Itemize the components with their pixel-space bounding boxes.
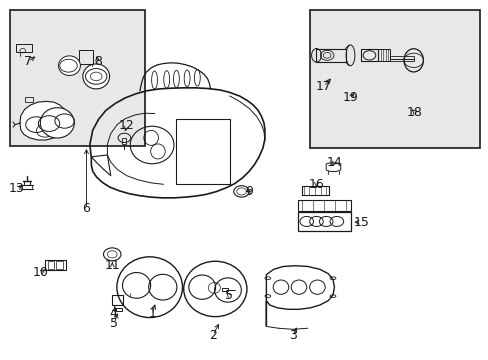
Text: 19: 19 <box>342 91 358 104</box>
Text: 16: 16 <box>308 178 324 191</box>
Bar <box>122 138 126 144</box>
Bar <box>45 260 65 270</box>
Bar <box>116 308 122 311</box>
Bar <box>316 49 345 62</box>
Ellipse shape <box>59 56 80 76</box>
Bar <box>389 56 413 59</box>
Bar <box>297 212 351 231</box>
Bar <box>47 261 54 269</box>
Bar <box>56 261 62 269</box>
Text: 11: 11 <box>104 258 120 271</box>
Text: 14: 14 <box>326 156 342 168</box>
Text: 6: 6 <box>82 202 90 215</box>
Polygon shape <box>20 102 67 140</box>
Text: 3: 3 <box>288 329 296 342</box>
Text: 13: 13 <box>9 183 25 195</box>
Bar <box>16 44 31 52</box>
Text: 10: 10 <box>32 266 48 279</box>
Text: 5: 5 <box>110 317 118 330</box>
Bar <box>25 97 33 102</box>
Bar <box>221 288 228 292</box>
Bar <box>361 49 377 62</box>
Bar <box>297 200 351 211</box>
Text: 17: 17 <box>315 80 331 93</box>
Bar <box>112 295 122 305</box>
Bar <box>377 49 389 62</box>
Bar <box>79 50 93 64</box>
Text: 4: 4 <box>109 307 117 320</box>
Text: 5: 5 <box>224 288 232 302</box>
Bar <box>301 186 328 195</box>
Bar <box>389 59 413 62</box>
Ellipse shape <box>40 108 74 138</box>
Text: 8: 8 <box>94 55 102 68</box>
Text: 12: 12 <box>119 119 134 132</box>
Text: 15: 15 <box>352 216 368 229</box>
Bar <box>309 10 479 148</box>
Text: 7: 7 <box>24 55 32 68</box>
Text: 1: 1 <box>148 307 156 320</box>
Text: 2: 2 <box>208 329 216 342</box>
Ellipse shape <box>82 64 109 89</box>
Text: 18: 18 <box>406 105 422 119</box>
Bar <box>176 119 229 184</box>
Bar <box>10 10 144 146</box>
Text: 9: 9 <box>245 185 253 198</box>
